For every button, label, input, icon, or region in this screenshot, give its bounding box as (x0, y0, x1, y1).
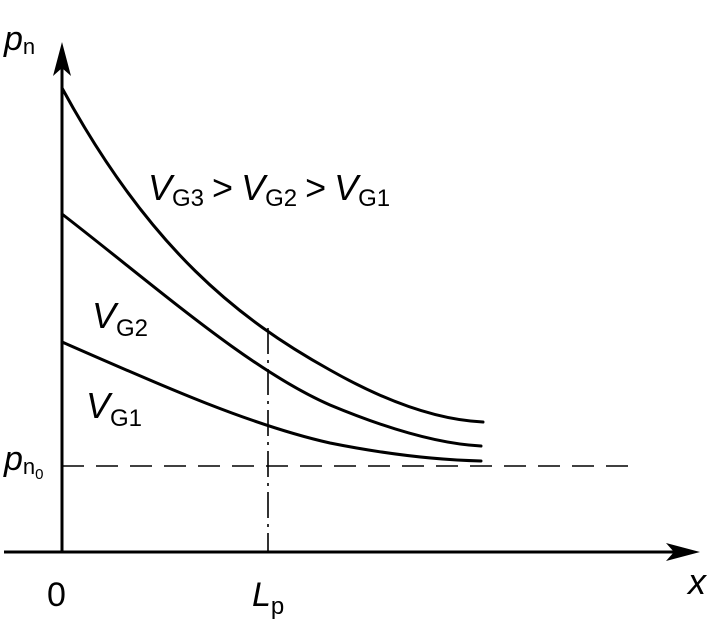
x-axis-label: x (686, 561, 708, 602)
y-axis-label: pn (3, 20, 35, 59)
curve-vg1 (60, 340, 483, 463)
curve-label-vg1: VG1 (86, 385, 142, 432)
origin-label: 0 (47, 576, 66, 614)
lp-label: Lp (252, 576, 284, 620)
curve-vg3 (60, 86, 485, 424)
y-axis-arrowhead (53, 42, 71, 76)
voltage-order-annotation: VG3 > VG2 > VG1 (148, 167, 390, 212)
pn0-label: pn0 (3, 440, 44, 483)
curve-vg2 (60, 212, 483, 448)
x-axis-arrowhead (666, 543, 700, 561)
curve-label-vg2: VG2 (92, 295, 148, 342)
